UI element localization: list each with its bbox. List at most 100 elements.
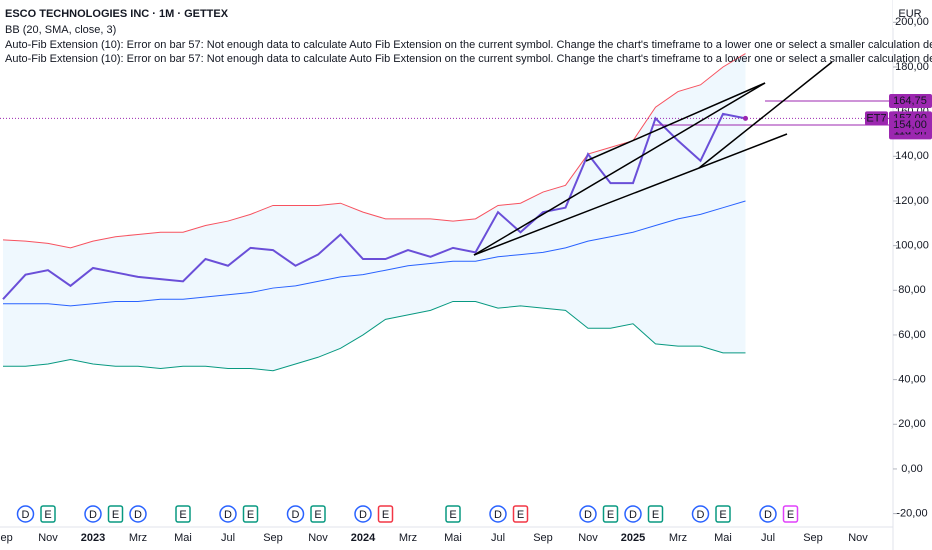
earnings-marker bbox=[175, 505, 191, 523]
dividend-marker bbox=[624, 505, 642, 523]
earnings-marker bbox=[602, 505, 619, 523]
plot-area bbox=[0, 53, 893, 372]
y-tick-label: 60,00 bbox=[898, 329, 926, 341]
y-tick-label: 200,00 bbox=[895, 16, 929, 28]
error-note: Auto-Fib Extension (10): Error on bar 57… bbox=[5, 39, 932, 51]
x-tick-label: Nov bbox=[38, 532, 58, 544]
price-label: 154,00 bbox=[893, 119, 927, 131]
earnings-marker bbox=[40, 505, 56, 523]
x-tick-label: Jul bbox=[221, 532, 235, 544]
x-tick-label: Mai bbox=[444, 532, 462, 544]
earnings-label: E bbox=[719, 509, 726, 521]
earnings-label: E bbox=[607, 509, 614, 521]
y-tick-label: 80,00 bbox=[898, 284, 926, 296]
earnings-label: E bbox=[517, 509, 524, 521]
currency: EUR bbox=[898, 8, 921, 20]
dividend-marker bbox=[354, 505, 372, 523]
dividend-label: D bbox=[697, 509, 705, 521]
dividend-marker bbox=[759, 505, 777, 523]
price-label: 164,75 bbox=[893, 95, 927, 107]
earnings-marker bbox=[310, 505, 326, 523]
currency-box bbox=[893, 0, 932, 28]
symbol-tag-box bbox=[865, 111, 888, 126]
earnings-label: E bbox=[787, 509, 794, 521]
dividend-marker bbox=[84, 505, 102, 523]
y-tick-label: 20,00 bbox=[898, 418, 926, 430]
trend-line bbox=[698, 61, 833, 169]
earnings-label: E bbox=[652, 509, 659, 521]
dividend-label: D bbox=[89, 509, 97, 521]
x-tick-label: Nov bbox=[848, 532, 868, 544]
y-tick-label: 120,00 bbox=[895, 195, 929, 207]
dividend-marker bbox=[579, 505, 597, 523]
earnings-label: E bbox=[314, 509, 321, 521]
x-tick-label: Mai bbox=[714, 532, 732, 544]
earnings-label: E bbox=[112, 509, 119, 521]
earnings-label: E bbox=[44, 509, 51, 521]
x-tick-label: Nov bbox=[308, 532, 328, 544]
dividend-marker bbox=[16, 505, 35, 523]
trend-line bbox=[473, 133, 788, 256]
earnings-marker bbox=[782, 505, 799, 523]
dividend-marker bbox=[286, 505, 305, 523]
earnings-label: E bbox=[179, 509, 186, 521]
x-tick-label: Sep bbox=[0, 532, 13, 544]
y-tick-label: 180,00 bbox=[895, 61, 929, 73]
dividend-marker bbox=[219, 505, 237, 523]
earnings-marker bbox=[445, 505, 461, 523]
earnings-marker bbox=[377, 505, 394, 523]
earnings-label: E bbox=[449, 509, 456, 521]
trend-line bbox=[473, 82, 766, 256]
y-tick-label: 100,00 bbox=[895, 240, 929, 252]
indicator-label: BB (20, SMA, close, 3) bbox=[5, 24, 116, 36]
y-tick-label: 140,00 bbox=[895, 150, 929, 162]
x-tick-label: Mrz bbox=[399, 532, 417, 544]
band-fill bbox=[3, 53, 746, 371]
earnings-marker bbox=[512, 505, 529, 523]
price-label-box bbox=[889, 118, 932, 133]
symbol-tag: ET7 bbox=[866, 112, 886, 124]
x-tick-label: Sep bbox=[533, 532, 553, 544]
chart-title: ESCO TECHNOLOGIES INC · 1M · GETTEX bbox=[5, 8, 229, 20]
x-tick-label: Sep bbox=[263, 532, 283, 544]
series-line bbox=[2, 112, 746, 300]
earnings-marker bbox=[107, 505, 124, 523]
x-tick-label: 2024 bbox=[351, 532, 376, 544]
series-line bbox=[2, 53, 746, 249]
trend-line bbox=[585, 82, 766, 162]
earnings-marker bbox=[242, 505, 259, 523]
dividend-label: D bbox=[494, 509, 502, 521]
y-tick-label: 0,00 bbox=[901, 463, 922, 475]
y-tick-label: -20,00 bbox=[896, 508, 927, 520]
dividend-marker bbox=[129, 505, 147, 523]
error-note: Auto-Fib Extension (10): Error on bar 57… bbox=[5, 53, 932, 65]
earnings-label: E bbox=[382, 509, 389, 521]
series-line bbox=[3, 200, 746, 307]
y-tick-label: 40,00 bbox=[898, 374, 926, 386]
dividend-label: D bbox=[584, 509, 592, 521]
x-tick-label: Jul bbox=[491, 532, 505, 544]
series-line bbox=[3, 300, 746, 372]
x-tick-label: Mrz bbox=[669, 532, 687, 544]
x-tick-label: Nov bbox=[578, 532, 598, 544]
dividend-label: D bbox=[224, 509, 232, 521]
dividend-label: D bbox=[292, 509, 300, 521]
earnings-marker bbox=[715, 505, 731, 523]
dividend-label: D bbox=[22, 509, 30, 521]
dividend-label: D bbox=[764, 509, 772, 521]
earnings-marker bbox=[647, 505, 664, 523]
dividend-marker bbox=[691, 505, 710, 523]
x-tick-label: Mrz bbox=[129, 532, 147, 544]
dividend-label: D bbox=[134, 509, 142, 521]
dividend-label: D bbox=[359, 509, 367, 521]
earnings-label: E bbox=[247, 509, 254, 521]
last-price-dot bbox=[743, 115, 748, 121]
x-tick-label: 2025 bbox=[621, 532, 645, 544]
x-tick-label: Mai bbox=[174, 532, 192, 544]
x-tick-label: Sep bbox=[803, 532, 823, 544]
price-label-box bbox=[889, 94, 932, 109]
dividend-label: D bbox=[629, 509, 637, 521]
x-tick-label: Jul bbox=[761, 532, 775, 544]
